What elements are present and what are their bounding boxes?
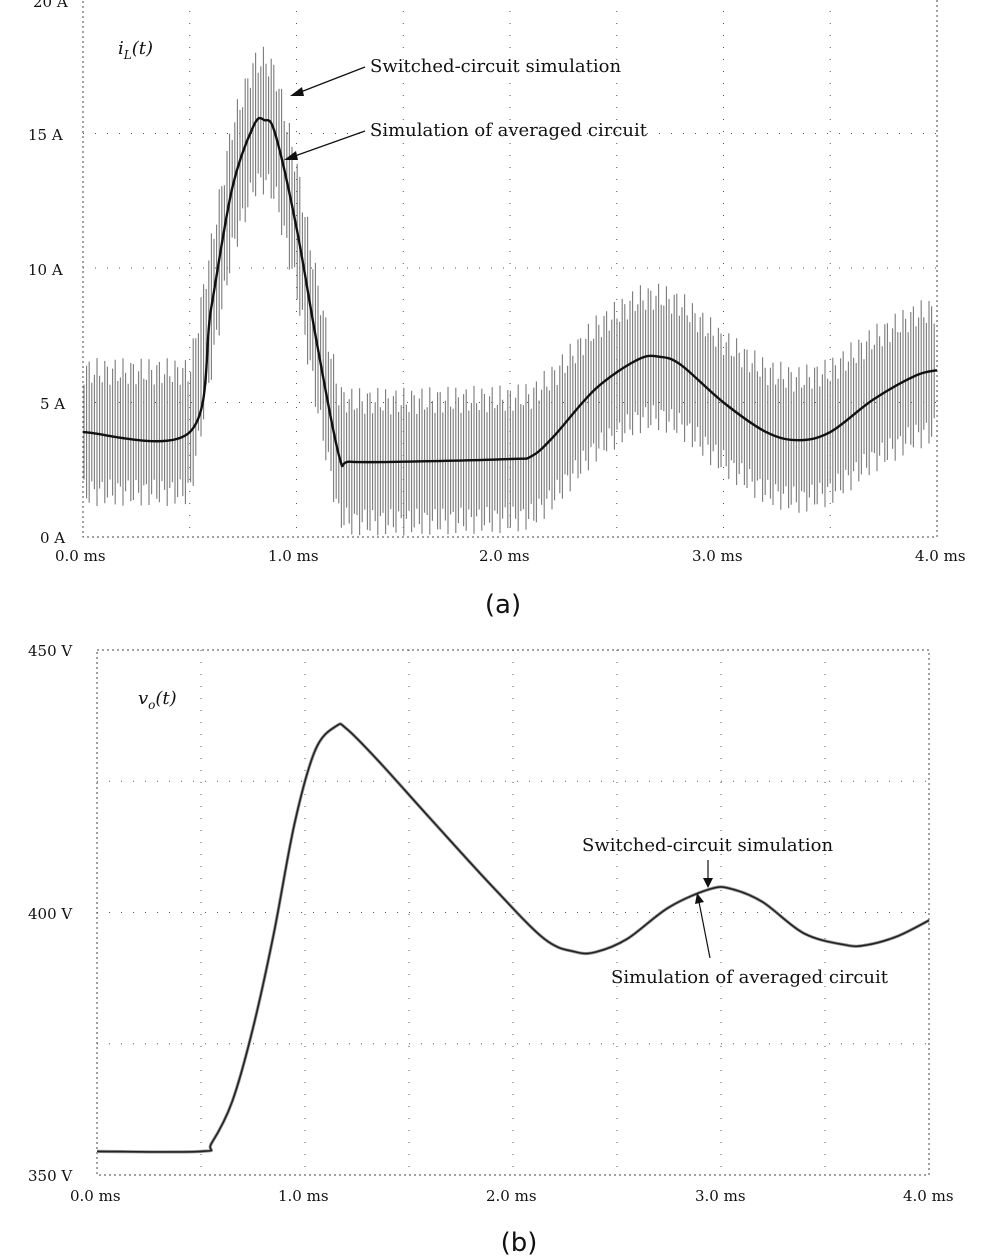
- x-tick-label: 3.0 ms: [692, 547, 743, 565]
- y-axis-title-b: vo(t): [138, 688, 177, 712]
- x-tick-label: 1.0 ms: [278, 1187, 329, 1205]
- arrowhead-averaged-a: [284, 151, 298, 160]
- arrow-averaged-a: [291, 130, 366, 158]
- x-tick-label: 4.0 ms: [915, 547, 966, 565]
- arrow-switched-a: [297, 66, 366, 94]
- x-tick-label: 1.0 ms: [268, 547, 319, 565]
- y-tick-label: 0 A: [40, 529, 65, 547]
- y-tick-label: 10 A: [28, 261, 63, 279]
- chart-a: 20 A 15 A 10 A 5 A 0 A 0.0 ms 1.0 ms 2.0…: [28, 0, 966, 620]
- x-tick-label: 0.0 ms: [55, 547, 106, 565]
- arrowhead-switched-b: [703, 878, 713, 888]
- x-tick-label: 0.0 ms: [70, 1187, 121, 1205]
- plot-frame-b: [96, 649, 930, 1176]
- annotation-averaged-a: Simulation of averaged circuit: [370, 120, 648, 141]
- x-tick-label: 4.0 ms: [903, 1187, 954, 1205]
- averaged-circuit-line-a: [82, 116, 938, 468]
- annotation-switched-b: Switched-circuit simulation: [582, 835, 833, 856]
- x-tick-label: 2.0 ms: [479, 547, 530, 565]
- panel-label-a: (a): [485, 590, 521, 620]
- grid-b: [97, 650, 929, 1175]
- arrow-averaged-b: [698, 901, 711, 959]
- y-tick-label: 20 A: [33, 0, 68, 11]
- annotation-switched-a: Switched-circuit simulation: [370, 56, 621, 77]
- switched-circuit-line-b: [96, 722, 930, 1154]
- arrowhead-averaged-b: [695, 893, 704, 904]
- panel-label-b: (b): [501, 1228, 538, 1258]
- arrowhead-switched-a: [290, 87, 304, 96]
- x-tick-label: 3.0 ms: [695, 1187, 746, 1205]
- y-tick-label: 450 V: [28, 642, 73, 660]
- annotation-averaged-b: Simulation of averaged circuit: [611, 967, 889, 988]
- chart-b: 450 V 400 V 350 V 0.0 ms 1.0 ms 2.0 ms 3…: [28, 642, 954, 1258]
- y-tick-label: 400 V: [28, 905, 73, 923]
- y-tick-label: 350 V: [28, 1167, 73, 1185]
- x-tick-label: 2.0 ms: [486, 1187, 537, 1205]
- y-tick-label: 15 A: [28, 126, 63, 144]
- y-axis-title-a: iL(t): [118, 38, 153, 62]
- y-tick-label: 5 A: [40, 395, 65, 413]
- averaged-circuit-line-b: [96, 723, 930, 1153]
